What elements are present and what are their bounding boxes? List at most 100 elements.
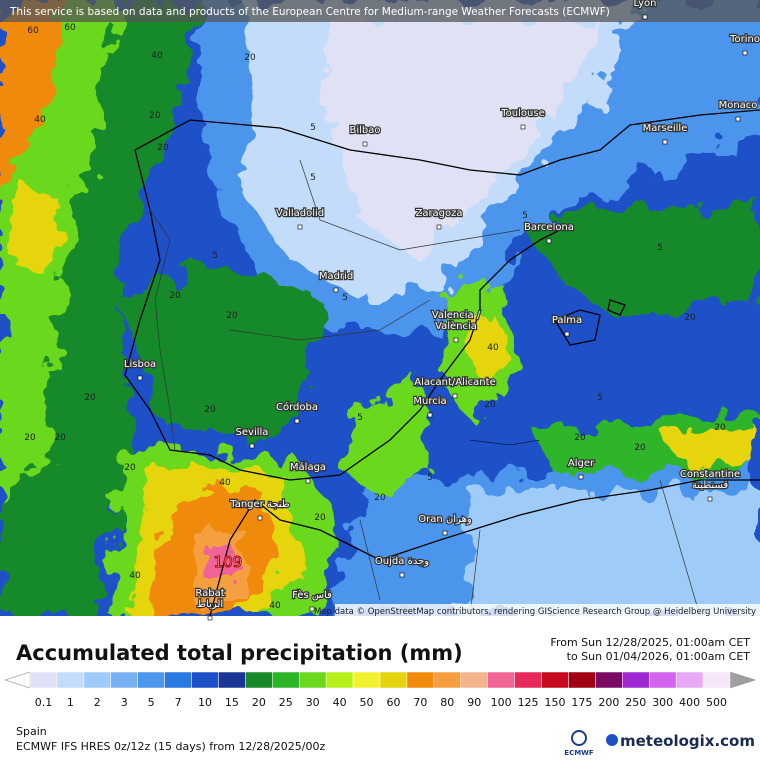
- period-to: to Sun 01/04/2026, 01:00am CET: [567, 650, 751, 663]
- colorbar-box: [137, 671, 165, 689]
- colorbar-under: [4, 671, 31, 689]
- contour-label: 20: [244, 53, 256, 63]
- colorbar-label: 10: [198, 696, 212, 709]
- colorbar-label: 25: [279, 696, 293, 709]
- city-marker: [333, 287, 339, 293]
- city-marker: [707, 496, 713, 502]
- colorbar-label: 1: [67, 696, 74, 709]
- colorbar-box: [514, 671, 542, 689]
- contour-label: 20: [634, 443, 646, 453]
- city-label: قسنطينة: [692, 480, 729, 491]
- city-label: Torino: [729, 34, 760, 45]
- colorbar-box: [325, 671, 354, 689]
- city-marker: [520, 124, 526, 130]
- colorbar-label: 30: [306, 696, 320, 709]
- contour-label: 20: [314, 513, 326, 523]
- banner-bg: [0, 0, 760, 22]
- colorbar-label: 2: [94, 696, 101, 709]
- colorbar-box: [460, 671, 488, 689]
- city-marker: [442, 530, 448, 536]
- colorbar: 0.1 1 2 3 5 7 10 15 20 25 30 40 50 60 70 80 90 100 125 150 1…: [4, 671, 756, 709]
- contour-label: 5: [357, 413, 363, 423]
- contour-label: 40: [269, 601, 281, 611]
- period-from: From Sun 12/28/2025, 01:00am CET: [550, 636, 750, 649]
- colorbar-box: [56, 671, 85, 689]
- city-label: Málaga: [290, 461, 326, 473]
- city-label: Marseille: [643, 123, 688, 134]
- city-marker: [453, 337, 459, 343]
- contour-label: 40: [487, 343, 499, 353]
- colorbar-box: [675, 671, 704, 689]
- colorbar-box: [110, 671, 138, 689]
- city-label: Alger: [568, 458, 595, 469]
- colorbar-box: [595, 671, 623, 689]
- colorbar-label: 500: [706, 696, 727, 709]
- city-marker: [297, 224, 303, 230]
- city-label: Valladolid: [276, 208, 324, 219]
- colorbar-box: [191, 671, 219, 689]
- city-marker: [452, 393, 458, 399]
- contour-label: 20: [714, 423, 726, 433]
- colorbar-label: 40: [333, 696, 347, 709]
- colorbar-label: 125: [518, 696, 539, 709]
- contour-label: 5: [310, 123, 316, 133]
- city-label: Fès فاس: [292, 589, 332, 601]
- colorbar-label: 90: [467, 696, 481, 709]
- colorbar-label: 3: [121, 696, 128, 709]
- city-label: Lisboa: [124, 359, 156, 370]
- colorbar-label: 5: [148, 696, 155, 709]
- colorbar-box: [29, 671, 58, 689]
- colorbar-box: [487, 671, 515, 689]
- contour-label: 20: [684, 313, 696, 323]
- city-label: Zaragoza: [415, 208, 462, 219]
- region: Spain: [16, 725, 47, 738]
- contour-label: 20: [84, 393, 96, 403]
- colorbar-box: [541, 671, 569, 689]
- city-marker: [207, 615, 213, 621]
- city-marker: [642, 14, 648, 20]
- max-label: 109: [214, 553, 243, 571]
- ecmwf-logo: [571, 730, 587, 746]
- city-marker: [578, 474, 584, 480]
- city-marker: [362, 141, 368, 147]
- city-label: Bilbao: [349, 125, 380, 136]
- contour-label: 5: [342, 293, 348, 303]
- city-label: الرباط: [197, 599, 223, 610]
- colorbar-box: [298, 671, 327, 689]
- contour-label: 60: [27, 26, 39, 36]
- city-label: Sevilla: [236, 427, 269, 438]
- colorbar-label: 50: [360, 696, 374, 709]
- colorbar-box: [83, 671, 112, 689]
- contour-label: 40: [129, 571, 141, 581]
- city-marker: [436, 224, 442, 230]
- city-marker: [662, 139, 668, 145]
- colorbar-label: 150: [545, 696, 566, 709]
- attribution: Map data © OpenStreetMap contributors, r…: [314, 607, 756, 617]
- colorbar-over: [729, 671, 756, 689]
- contour-label: 60: [64, 23, 76, 33]
- banner: This service is based on data and produc…: [9, 6, 610, 18]
- contour-label: 20: [149, 111, 161, 121]
- contour-label: 20: [374, 493, 386, 503]
- city-label: Madrid: [319, 271, 353, 282]
- brand-logo: [606, 734, 618, 746]
- city-marker: [399, 572, 405, 578]
- city-label: Lyon: [633, 0, 656, 9]
- city-label: Valencia /: [432, 310, 481, 321]
- city-marker: [305, 478, 311, 484]
- city-marker: [309, 606, 315, 612]
- contour-label: 40: [151, 51, 163, 61]
- city-label: Barcelona: [524, 222, 574, 233]
- colorbar-box: [622, 671, 650, 689]
- colorbar-box: [568, 671, 596, 689]
- contour-label: 5: [597, 393, 603, 403]
- city-marker: [137, 375, 143, 381]
- contour-label: 5: [427, 473, 433, 483]
- colorbar-label: 250: [625, 696, 646, 709]
- contour-label: 5: [212, 251, 218, 261]
- city-marker: [257, 515, 263, 521]
- legend-title: Accumulated total precipitation (mm): [16, 641, 463, 665]
- colorbar-label: 0.1: [35, 696, 53, 709]
- colorbar-box: [648, 671, 677, 689]
